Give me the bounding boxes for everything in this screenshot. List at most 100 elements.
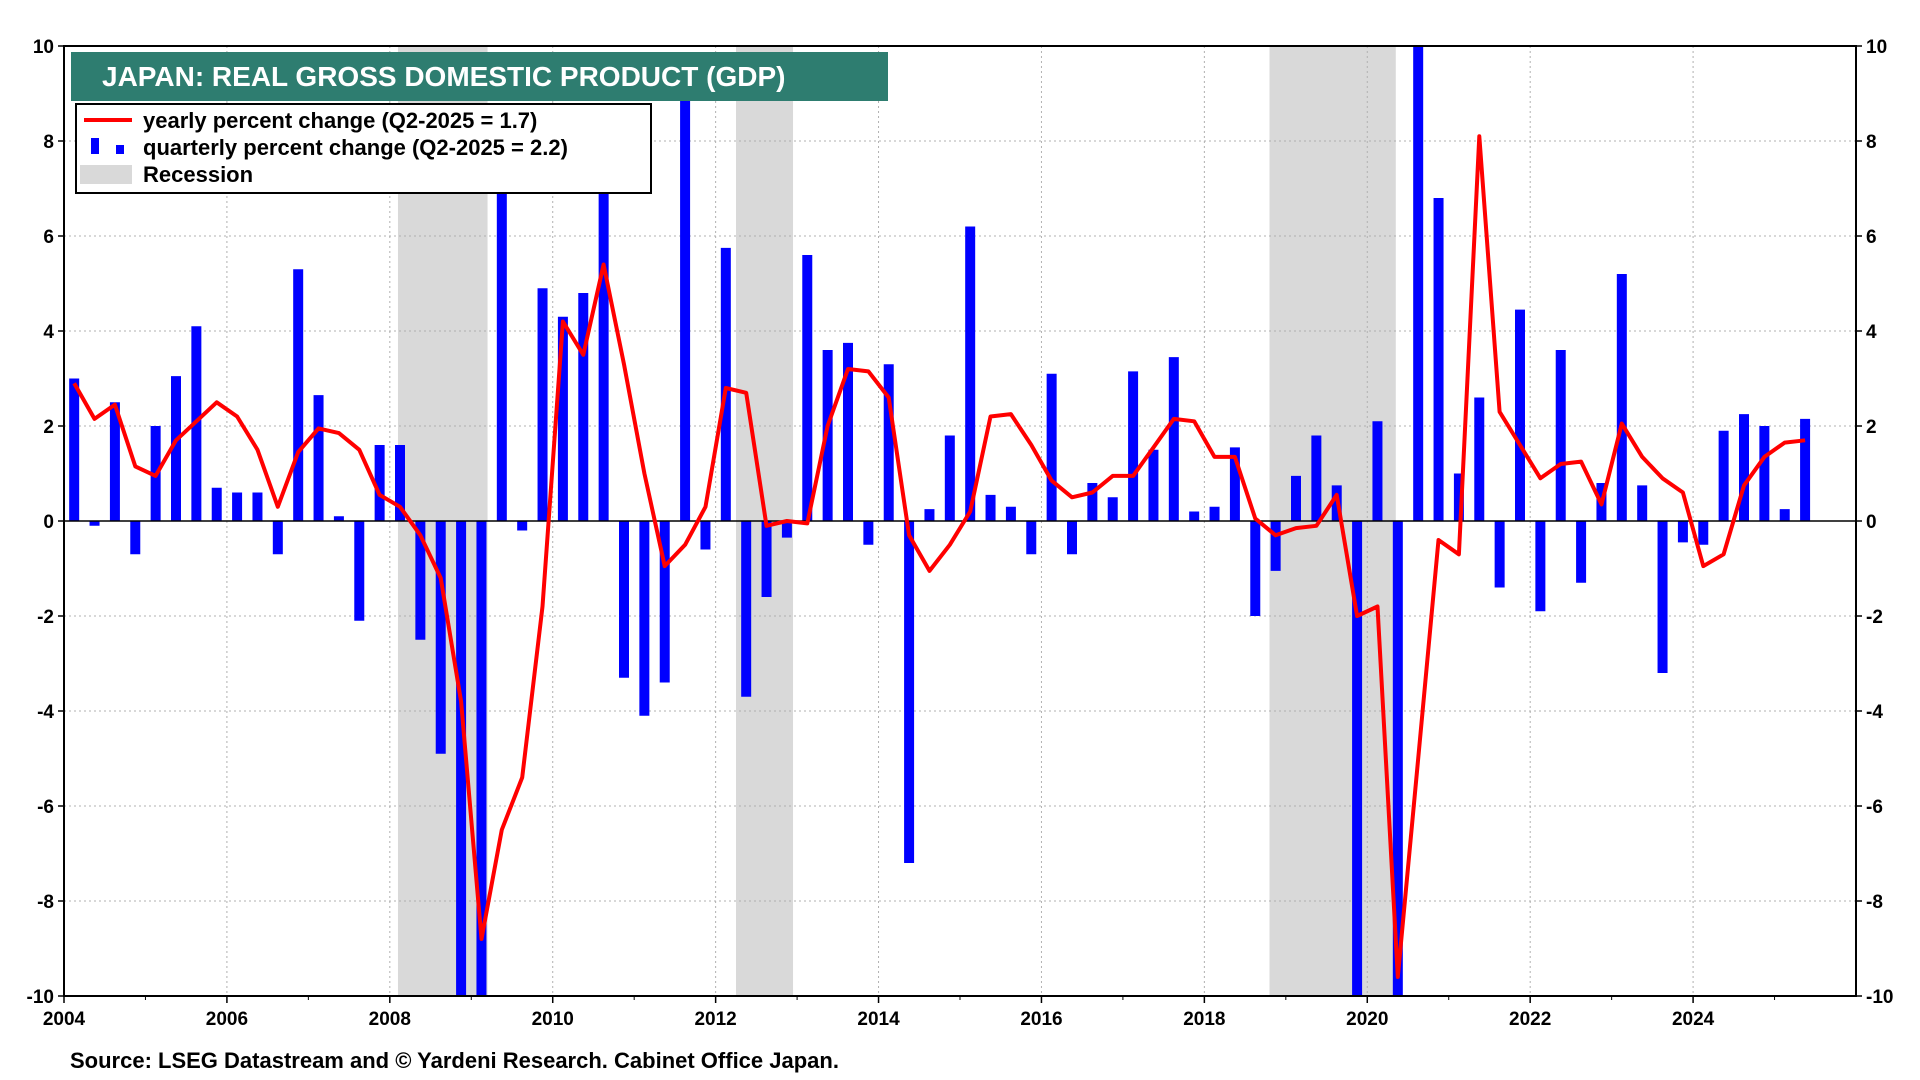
quarterly-bar (985, 494, 996, 521)
quarterly-bar (1168, 357, 1179, 521)
legend-label-quarterly: quarterly percent change (Q2-2025 = 2.2) (143, 135, 568, 160)
quarterly-bar (537, 288, 548, 521)
quarterly-bar (1474, 397, 1485, 521)
y-tick-label-right: 4 (1866, 322, 1877, 343)
legend-label-recession: Recession (143, 162, 253, 187)
source-note: Source: LSEG Datastream and © Yardeni Re… (70, 1048, 839, 1073)
quarterly-bar (1759, 426, 1770, 521)
x-tick-label: 2018 (1183, 1009, 1225, 1030)
y-tick-label-right: 6 (1866, 227, 1877, 248)
quarterly-bar (272, 521, 283, 555)
x-tick-label: 2008 (369, 1009, 411, 1030)
quarterly-bar (456, 521, 467, 996)
quarterly-bar (1515, 309, 1525, 521)
quarterly-bar (1800, 418, 1811, 521)
y-tick-label-right: -2 (1866, 607, 1883, 628)
quarterly-bar (802, 255, 813, 521)
quarterly-bar (1453, 473, 1464, 521)
axis-layer: 10 108 86 64 42 20 0-2 -2-4 -4-6 -6-8 -8-10 -102004… (27, 37, 1894, 1030)
legend: yearly percent change (Q2-2025 = 1.7) qu… (75, 103, 652, 194)
quarterly-bar (1718, 430, 1729, 521)
y-tick-label-left: 0 (43, 512, 54, 533)
quarterly-bar (639, 521, 650, 716)
quarterly-bar (1026, 521, 1037, 555)
quarterly-bar (1148, 449, 1159, 521)
x-tick-label: 2006 (206, 1009, 248, 1030)
y-tick-label-right: 2 (1866, 417, 1877, 438)
x-tick-label: 2020 (1346, 1009, 1388, 1030)
quarterly-bar (1107, 497, 1118, 521)
y-tick-label-left: 8 (43, 132, 54, 153)
quarterly-bar (130, 521, 141, 555)
chart-title-background (71, 52, 888, 101)
quarterly-bar (1311, 435, 1322, 521)
y-tick-label-right: -8 (1866, 892, 1883, 913)
y-tick-label-left: -10 (27, 987, 54, 1008)
quarterly-bar (1779, 509, 1790, 521)
quarterly-bar (1005, 506, 1016, 521)
quarterly-bar (252, 492, 263, 521)
x-tick-label: 2022 (1509, 1009, 1551, 1030)
legend-bar-swatch-1 (91, 138, 99, 154)
quarterly-bar (171, 376, 181, 521)
quarterly-bar (395, 445, 405, 521)
quarterly-bar (965, 226, 976, 521)
quarterly-bar (1698, 521, 1709, 545)
quarterly-bar (496, 188, 507, 521)
yearly-line-series (72, 134, 1806, 979)
chart-title-text: JAPAN: REAL GROSS DOMESTIC PRODUCT (GDP) (102, 61, 785, 92)
quarterly-bar (69, 378, 80, 521)
x-tick-label: 2012 (694, 1009, 736, 1030)
quarterly-bar (557, 316, 568, 521)
quarterly-bar (517, 521, 528, 531)
quarterly-bar (700, 521, 711, 550)
quarterly-bar (313, 395, 324, 521)
quarterly-bar (1209, 506, 1220, 521)
quarterly-bar (1046, 373, 1057, 521)
quarterly-bar (109, 402, 120, 521)
chart-title: JAPAN: REAL GROSS DOMESTIC PRODUCT (GDP) (71, 52, 888, 101)
y-tick-label-right: -6 (1866, 797, 1883, 818)
legend-label-yearly: yearly percent change (Q2-2025 = 1.7) (143, 108, 537, 133)
x-tick-label: 2016 (1020, 1009, 1062, 1030)
legend-box (75, 103, 652, 194)
y-tick-label-left: -4 (37, 702, 54, 723)
legend-recession-swatch (80, 165, 132, 184)
y-tick-label-right: 0 (1866, 512, 1877, 533)
quarterly-bar (1576, 521, 1587, 583)
quarterly-bar (415, 521, 426, 640)
quarterly-bar (1128, 371, 1139, 521)
y-tick-label-left: 4 (43, 322, 54, 343)
quarterly-bar (863, 521, 874, 545)
y-tick-label-left: -8 (37, 892, 54, 913)
x-tick-label: 2010 (532, 1009, 574, 1030)
quarterly-bar (1067, 521, 1077, 555)
quarterly-bar (680, 93, 691, 521)
quarterly-bar (659, 521, 670, 683)
quarterly-bar (883, 364, 894, 521)
quarterly-bar (374, 445, 385, 521)
quarterly-bar (741, 521, 752, 697)
quarterly-bar (1616, 274, 1627, 521)
quarterly-bar (720, 247, 731, 521)
quarterly-bar (435, 521, 446, 754)
quarterly-bar (1250, 521, 1261, 616)
quarterly-bar (1637, 485, 1648, 521)
y-tick-label-left: -6 (37, 797, 54, 818)
quarterly-bar (619, 521, 629, 678)
quarterly-bar (1535, 521, 1546, 612)
y-tick-label-left: 2 (43, 417, 54, 438)
quarterly-bar (761, 521, 772, 597)
quarterly-bar (578, 293, 589, 521)
quarterly-bar (1229, 447, 1240, 521)
y-tick-label-right: -4 (1866, 702, 1883, 723)
quarterly-bar (1291, 475, 1301, 521)
quarterly-bar (1677, 521, 1688, 543)
quarterly-bar (476, 521, 487, 996)
y-tick-label-right: 8 (1866, 132, 1877, 153)
quarterly-bar (1352, 521, 1363, 996)
quarterly-bar (211, 487, 222, 521)
y-tick-label-left: 10 (33, 37, 54, 58)
quarterly-bar (1087, 483, 1098, 521)
quarterly-bar (598, 188, 609, 521)
